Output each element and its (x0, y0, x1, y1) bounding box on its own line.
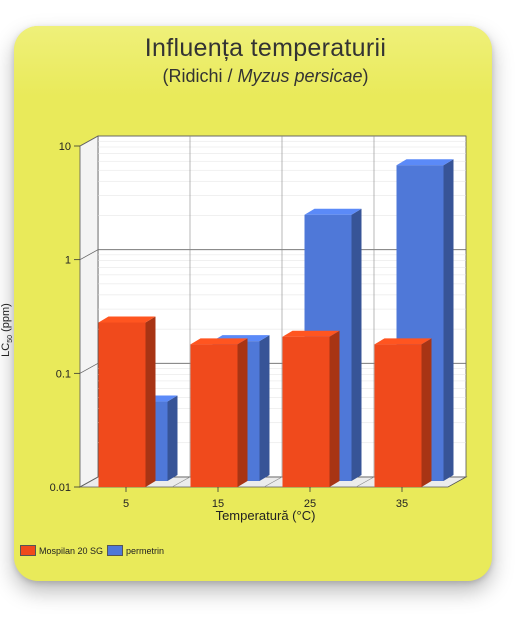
bar-mospilan-15-side (237, 338, 248, 487)
bar-mospilan-5-top (98, 316, 156, 323)
card-highlight (14, 26, 492, 96)
legend-swatch-permetrin (107, 545, 124, 556)
x-axis-label: Temperatură (°C) (215, 508, 316, 523)
chart-side-wall (79, 135, 99, 488)
bar-mospilan-25 (282, 336, 330, 487)
bar-mospilan-35-side (421, 338, 432, 487)
bar-mospilan-35-top (374, 338, 432, 345)
legend-label-mospilan: Mospilan 20 SG (39, 545, 104, 556)
subtitle-species: Myzus persicae (237, 66, 363, 86)
legend-item-permetrin: permetrin (107, 545, 164, 556)
bar-mospilan-25-top (282, 330, 340, 337)
y-tick-label: 10 (59, 141, 71, 153)
bar-mospilan-25-side (329, 330, 340, 487)
major-gridline-side (79, 135, 99, 147)
x-tick-label: 5 (123, 498, 129, 510)
legend-swatch-mospilan (20, 545, 36, 556)
bar-permetrin-25-top (304, 208, 362, 215)
legend: Mospilan 20 SG permetrin (20, 545, 168, 556)
y-tick-label: 1 (65, 255, 71, 267)
chart-subtitle: (Ridichi / Myzus persicae) (0, 66, 531, 87)
bar-permetrin-15-side (259, 335, 270, 481)
y-tick-label: 0.1 (56, 368, 71, 380)
bar-mospilan-15-top (190, 338, 248, 345)
bar-mospilan-15 (190, 344, 238, 487)
bar-mospilan-5 (98, 322, 146, 487)
y-tick-label: 0.01 (50, 482, 71, 494)
legend-label-permetrin: permetrin (126, 545, 165, 556)
major-gridline-side (79, 249, 99, 261)
major-gridline-side (79, 476, 99, 488)
category-separator-floor (355, 476, 375, 488)
subtitle-suffix: ) (362, 66, 369, 86)
bar-mospilan-35 (374, 344, 422, 487)
major-gridline-side (79, 362, 99, 374)
x-tick-label: 25 (304, 498, 316, 510)
bar-permetrin-35-side (443, 159, 454, 482)
subtitle-prefix: (Ridichi / (162, 66, 238, 86)
x-tick-label: 15 (212, 498, 224, 510)
legend-item-mospilan: Mospilan 20 SG (20, 545, 103, 556)
x-tick-label: 35 (396, 498, 408, 510)
bar-permetrin-35-top (396, 159, 454, 166)
bar-permetrin-25-side (351, 208, 362, 481)
category-separator-floor (263, 476, 283, 488)
bar-permetrin-5-side (167, 395, 178, 481)
chart-title: Influența temperaturii (144, 34, 387, 62)
category-separator-floor (171, 476, 191, 488)
bar-mospilan-5-side (145, 316, 156, 487)
